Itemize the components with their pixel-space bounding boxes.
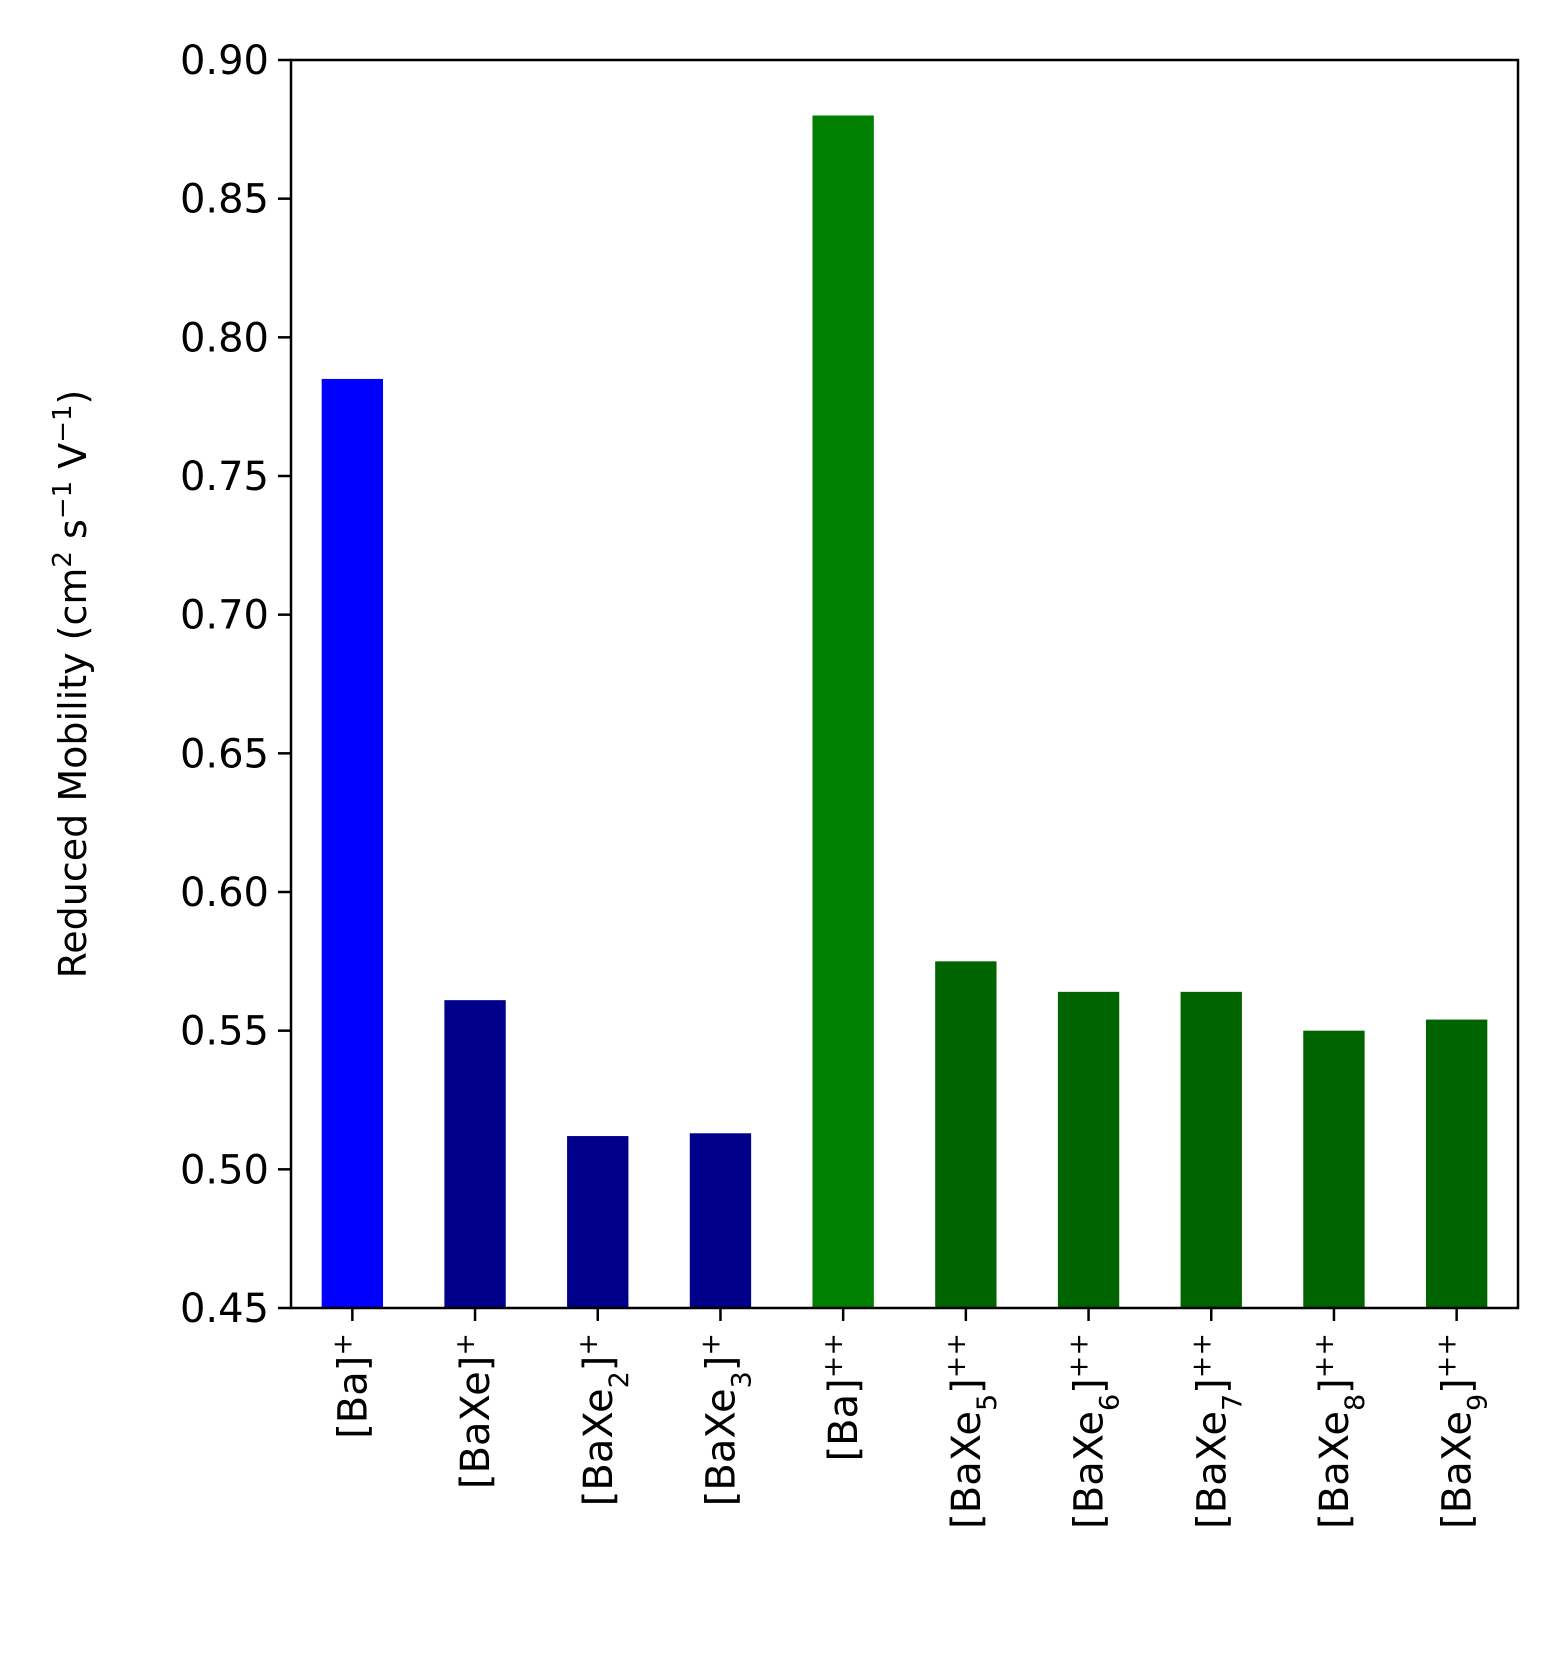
bar-3 [567, 1136, 629, 1308]
bar-6 [935, 961, 997, 1308]
y-tick-label: 0.50 [180, 1147, 269, 1193]
x-tick-label: [BaXe8]++ [1308, 1333, 1370, 1529]
y-tick-label: 0.70 [180, 593, 269, 639]
x-tick-label: [BaXe7]++ [1186, 1333, 1248, 1529]
x-tick-label: [BaXe]+ [450, 1333, 500, 1489]
x-tick-label: [BaXe6]++ [1063, 1333, 1125, 1529]
x-tick-label: [Ba]+ [327, 1333, 377, 1439]
y-tick-label: 0.45 [180, 1286, 269, 1332]
y-axis-title: Reduced Mobility (cm2 s−1 V−1) [48, 390, 95, 979]
x-tick-label: [BaXe9]++ [1431, 1333, 1493, 1529]
bar-9 [1303, 1030, 1365, 1308]
bar-2 [444, 1000, 506, 1308]
y-tick-label: 0.85 [180, 177, 269, 223]
bar-5 [812, 115, 874, 1308]
x-tick-label: [Ba]++ [818, 1333, 868, 1461]
bar-1 [321, 378, 384, 1308]
bar-8 [1180, 991, 1242, 1308]
y-tick-label: 0.55 [180, 1009, 269, 1055]
y-tick-label: 0.65 [180, 731, 269, 777]
x-tick-label: [BaXe5]++ [940, 1333, 1002, 1529]
y-tick-label: 0.60 [180, 870, 269, 916]
y-axis: 0.45 0.50 0.55 0.60 0.65 0.70 0.75 0.80 0.85 0.90 [180, 38, 291, 1332]
plot-frame [289, 58, 1520, 1310]
bars-group [321, 115, 1488, 1308]
y-tick-label: 0.90 [180, 38, 269, 84]
bar-10 [1425, 1019, 1488, 1308]
bar-7 [1057, 991, 1120, 1308]
x-tick-label: [BaXe3]+ [695, 1333, 757, 1506]
x-tick-label: [BaXe2]+ [572, 1333, 634, 1506]
x-axis: [Ba]+ [BaXe]+ [BaXe2]+ [BaXe3]+ [Ba]++ [BaXe5… [327, 1308, 1493, 1529]
y-tick-label: 0.75 [180, 454, 269, 500]
y-tick-label: 0.80 [180, 315, 269, 361]
bar-4 [689, 1133, 752, 1308]
